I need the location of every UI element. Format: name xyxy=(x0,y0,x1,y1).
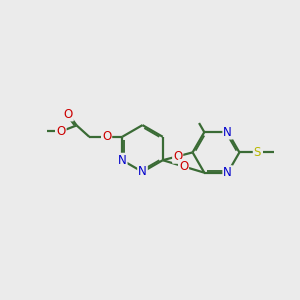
Text: O: O xyxy=(64,107,73,121)
Text: N: N xyxy=(118,154,127,167)
Text: N: N xyxy=(223,166,232,179)
Text: O: O xyxy=(173,150,182,163)
Text: N: N xyxy=(223,126,232,139)
Text: O: O xyxy=(56,125,66,138)
Text: S: S xyxy=(254,146,261,159)
Text: O: O xyxy=(179,160,188,173)
Text: O: O xyxy=(102,130,111,143)
Text: N: N xyxy=(138,165,147,178)
